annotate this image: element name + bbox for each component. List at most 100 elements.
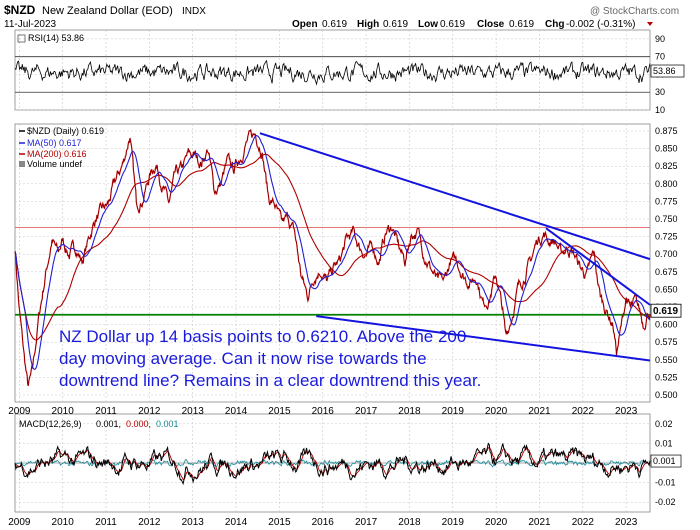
macd-x-tick-label: 2016: [312, 517, 335, 528]
price-y-tick-label: 0.500: [655, 390, 678, 400]
rsi-y-tick-label: 90: [655, 34, 665, 44]
volume-legend-label: Volume undef: [27, 159, 83, 169]
ma50-legend-label: MA(50) 0.617: [27, 138, 82, 148]
macd-x-tick-label: 2011: [95, 517, 117, 528]
rsi-y-tick-label: 30: [655, 87, 665, 97]
price-y-tick-label: 0.675: [655, 267, 678, 277]
macd-y-tick-label: 0.02: [655, 419, 673, 429]
price-y-tick-label: 0.550: [655, 355, 678, 365]
volume-legend-swatch: [19, 161, 25, 167]
macd-x-tick-label: 2017: [355, 517, 378, 528]
annotation-line-2: day moving average. Can it now rise towa…: [59, 349, 427, 368]
price-x-tick-label: 2015: [268, 406, 291, 417]
low-label: Low: [418, 19, 438, 30]
price-x-tick-label: 2016: [312, 406, 335, 417]
chart-date: 11-Jul-2023: [4, 19, 57, 30]
macd-y-tick-label: -0.02: [655, 497, 676, 507]
chg-value: -0.002 (-0.31%): [566, 19, 635, 30]
price-x-tick-label: 2023: [615, 406, 638, 417]
price-y-tick-label: 0.850: [655, 144, 678, 154]
price-y-tick-label: 0.600: [655, 320, 678, 330]
rsi-last-value: 53.86: [653, 66, 676, 76]
price-y-tick-label: 0.750: [655, 214, 678, 224]
high-value: 0.619: [383, 19, 408, 30]
price-x-tick-label: 2013: [182, 406, 205, 417]
low-value: 0.619: [440, 19, 465, 30]
price-y-tick-label: 0.825: [655, 161, 678, 171]
macd-y-tick-label: 0.01: [655, 438, 673, 448]
macd-y-tick-label: -0.01: [655, 478, 676, 488]
price-panel-frame: [14, 123, 651, 403]
rsi-y-tick-label: 10: [655, 105, 665, 115]
price-x-tick-label: 2010: [52, 406, 75, 417]
annotation-line-1: NZ Dollar up 14 basis points to 0.6210. …: [59, 327, 467, 346]
trend-line: [259, 132, 651, 261]
macd-x-tick-label: 2020: [485, 517, 508, 528]
price-x-tick-label: 2014: [225, 406, 248, 417]
macd-line: [14, 442, 651, 486]
macd-x-tick-label: 2012: [138, 517, 161, 528]
macd-x-tick-label: 2013: [182, 517, 205, 528]
price-x-tick-label: 2020: [485, 406, 508, 417]
macd-legend: MACD(12,26,9) 0.001, 0.000, 0.001: [19, 419, 179, 429]
open-value: 0.619: [322, 19, 347, 30]
price-x-tick-label: 2012: [138, 406, 161, 417]
rsi-legend-swatch: [17, 34, 26, 43]
macd-x-tick-label: 2015: [268, 517, 291, 528]
ma200-line: [14, 153, 650, 341]
macd-x-tick-label: 2010: [52, 517, 75, 528]
macd-x-tick-label: 2014: [225, 517, 248, 528]
annotation-line-3: downtrend line? Remains in a clear downt…: [59, 371, 482, 390]
price-y-tick-label: 0.800: [655, 179, 678, 189]
price-y-tick-label: 0.525: [655, 372, 678, 382]
ma50-line: [14, 135, 651, 370]
price-y-tick-label: 0.875: [655, 126, 678, 136]
price-legend: $NZD (Daily) 0.619 MA(50) 0.617 MA(200) …: [19, 126, 104, 169]
exchange-label: INDX: [182, 6, 206, 17]
price-x-tick-label: 2022: [572, 406, 595, 417]
high-label: High: [357, 19, 379, 30]
macd-x-tick-label: 2018: [398, 517, 421, 528]
macd-x-tick-label: 2019: [442, 517, 465, 528]
macd-x-tick-label: 2022: [572, 517, 595, 528]
instrument-name: New Zealand Dollar (EOD): [42, 5, 173, 17]
ma200-legend-label: MA(200) 0.616: [27, 149, 87, 159]
price-x-tick-label: 2018: [398, 406, 421, 417]
macd-x-tick-label: 2021: [528, 517, 551, 528]
close-label: Close: [477, 19, 505, 30]
price-x-tick-label: 2021: [528, 406, 551, 417]
close-value: 0.619: [509, 19, 534, 30]
rsi-last-value-box: [650, 64, 685, 78]
macd-last-value-box: [650, 454, 682, 468]
rsi-y-tick-label: 70: [655, 52, 665, 62]
price-x-tick-label: 2019: [442, 406, 465, 417]
price-x-tick-label: 2017: [355, 406, 378, 417]
price-legend-label: $NZD (Daily) 0.619: [27, 126, 104, 136]
rsi-legend: RSI(14) 53.86: [28, 33, 84, 43]
macd-legend-label: MACD(12,26,9): [19, 419, 82, 429]
rsi-line: [14, 59, 651, 86]
price-y-tick-label: 0.650: [655, 284, 678, 294]
price-bar-line: [14, 129, 651, 386]
price-last-value: 0.619: [653, 306, 678, 317]
quote-bar: Open 0.619 High 0.619 Low 0.619 Close 0.…: [292, 19, 653, 30]
price-y-tick-label: 0.725: [655, 232, 678, 242]
source-credit: @ StockCharts.com: [590, 6, 679, 17]
price-y-tick-label: 0.775: [655, 196, 678, 206]
price-last-value-box: [650, 303, 682, 318]
macd-signal-legend-value: 0.000,: [126, 419, 151, 429]
chg-label: Chg: [545, 19, 564, 30]
price-y-tick-label: 0.575: [655, 337, 678, 347]
macd-histogram: [14, 458, 651, 468]
macd-last-value: 0.001: [653, 456, 676, 466]
open-label: Open: [292, 19, 318, 30]
macd-legend-value: 0.001,: [96, 419, 121, 429]
trend-line: [545, 227, 651, 306]
price-x-tick-label: 2011: [95, 406, 117, 417]
down-arrow-icon: [647, 22, 653, 26]
macd-x-tick-label: 2023: [615, 517, 638, 528]
macd-x-tick-label: 2009: [8, 517, 31, 528]
trend-line: [316, 315, 651, 362]
price-x-tick-label: 2009: [8, 406, 31, 417]
